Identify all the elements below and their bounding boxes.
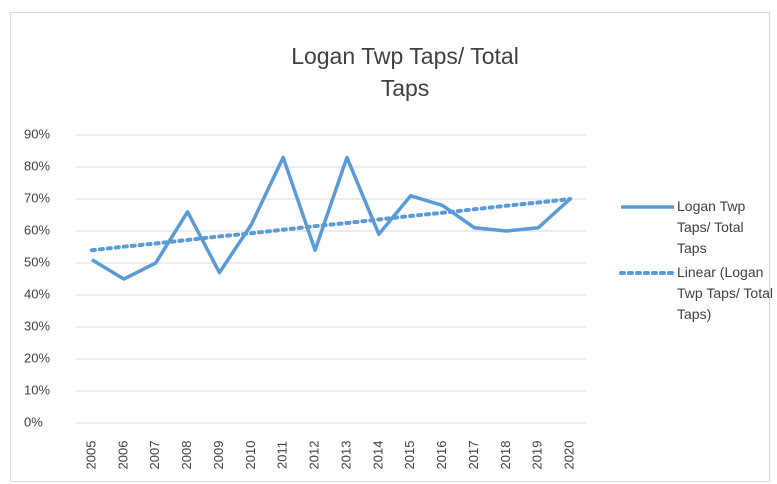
x-tick-label: 2017 — [466, 441, 481, 470]
data-line — [91, 155, 572, 281]
x-tick-label: 2018 — [498, 441, 513, 470]
y-tick-label: 60% — [24, 222, 50, 237]
x-tick-label: 2019 — [530, 441, 545, 470]
x-tick-label: 2007 — [147, 441, 162, 470]
x-tick-label: 2011 — [275, 441, 290, 469]
y-tick-label: 50% — [24, 254, 50, 269]
x-tick-label: 2010 — [243, 441, 258, 470]
y-tick-label: 0% — [24, 414, 43, 429]
x-tick-label: 2005 — [83, 441, 98, 470]
x-tick-label: 2012 — [307, 441, 322, 470]
trend-line — [89, 197, 573, 253]
y-tick-label: 80% — [24, 158, 50, 173]
legend-label: Linear (Logan Twp Taps/ Total Taps) — [677, 264, 773, 322]
y-tick-label: 40% — [24, 286, 50, 301]
x-tick-label: 2013 — [338, 441, 353, 470]
chart-frame — [10, 12, 770, 482]
x-tick-label: 2006 — [115, 441, 130, 470]
y-tick-label: 70% — [24, 190, 50, 205]
x-tick-label: 2016 — [434, 441, 449, 470]
y-tick-label: 90% — [24, 126, 50, 141]
x-tick-label: 2020 — [562, 441, 577, 470]
x-tick-label: 2015 — [402, 441, 417, 470]
legend-label: Logan Twp Taps/ Total Taps — [677, 198, 746, 256]
y-tick-label: 10% — [24, 382, 50, 397]
chart-title: Logan Twp Taps/ Total Taps — [291, 43, 519, 101]
y-tick-label: 20% — [24, 350, 50, 365]
y-tick-label: 30% — [24, 318, 50, 333]
x-tick-label: 2009 — [211, 441, 226, 470]
x-tick-label: 2008 — [179, 441, 194, 470]
x-tick-label: 2014 — [370, 441, 385, 470]
